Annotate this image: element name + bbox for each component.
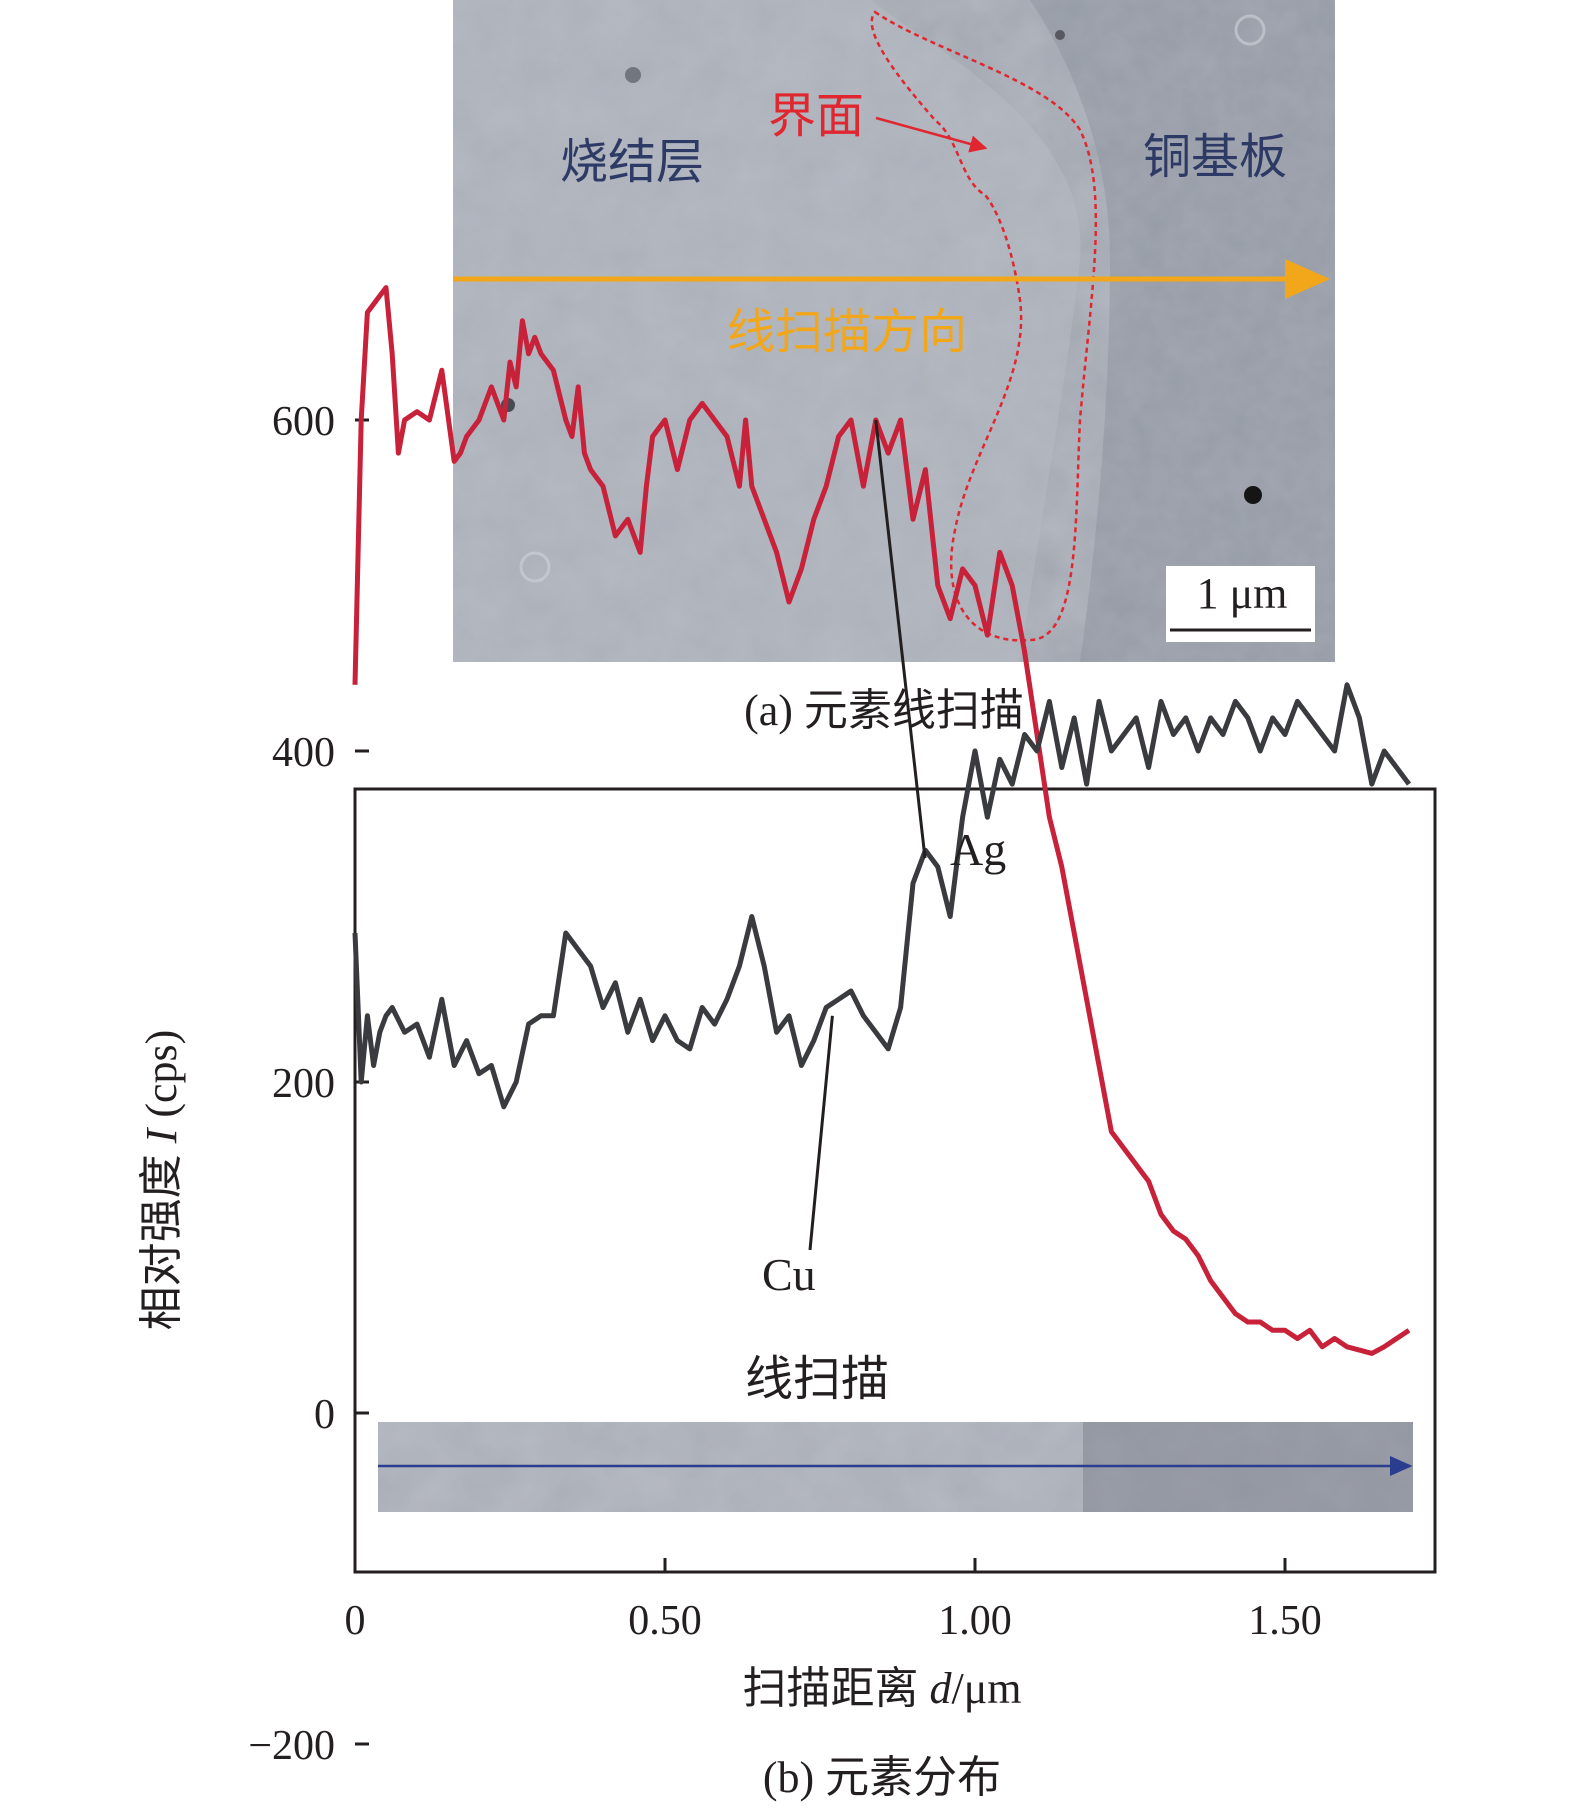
interface-pointer — [875, 116, 988, 153]
sem-image — [453, 0, 1335, 662]
label-sintered-layer: 烧结层 — [560, 136, 704, 189]
x-axis-label-symbol: d — [929, 1664, 952, 1713]
series-line-cu — [352, 682, 1412, 1110]
y-axis-ticks: −200 0 200 400 600 — [248, 399, 369, 1769]
scale-bar-label: 1 μm — [1197, 569, 1288, 618]
cu-annotation-label: Cu — [762, 1249, 816, 1300]
y-tick-label: 400 — [272, 730, 335, 776]
y-axis-label-symbol: I — [137, 1126, 186, 1144]
y-axis-label-unit: (cps) — [137, 1030, 186, 1129]
x-axis-label-text: 扫描距离 — [742, 1664, 929, 1713]
y-tick-label: 0 — [314, 1392, 335, 1438]
label-interface: 界面 — [768, 90, 864, 143]
x-axis-label-unit: /μm — [951, 1664, 1021, 1713]
ag-annotation-line — [874, 419, 927, 859]
x-axis-ticks: 0 0.50 1.00 1.50 — [345, 1558, 1322, 1644]
caption-a: (a) 元素线扫描 — [744, 686, 1024, 735]
x-tick-label: 0.50 — [628, 1598, 702, 1644]
y-axis-label: 相对强度 I (cps) — [137, 1030, 186, 1331]
x-tick-label: 0 — [345, 1598, 366, 1644]
x-axis-label: 扫描距离 d/μm — [742, 1664, 1021, 1713]
plot-frame — [353, 787, 1437, 1574]
label-scan-direction: 线扫描方向 — [727, 306, 967, 359]
y-tick-label: 200 — [272, 1061, 335, 1107]
ag-annotation-label: Ag — [950, 824, 1006, 875]
x-tick-label: 1.00 — [938, 1598, 1012, 1644]
x-tick-label: 1.50 — [1248, 1598, 1322, 1644]
caption-b: (b) 元素分布 — [763, 1753, 1001, 1802]
inset-label: 线扫描 — [745, 1353, 889, 1406]
y-axis-label-text: 相对强度 — [137, 1143, 186, 1330]
cu-annotation-line — [808, 1015, 834, 1251]
label-copper-substrate: 铜基板 — [1143, 131, 1287, 184]
y-tick-label: −200 — [248, 1723, 335, 1769]
series-line-ag — [352, 285, 1411, 1356]
y-tick-label: 600 — [272, 399, 335, 445]
series-layer — [352, 285, 1412, 1356]
interface-outline — [870, 10, 1098, 642]
